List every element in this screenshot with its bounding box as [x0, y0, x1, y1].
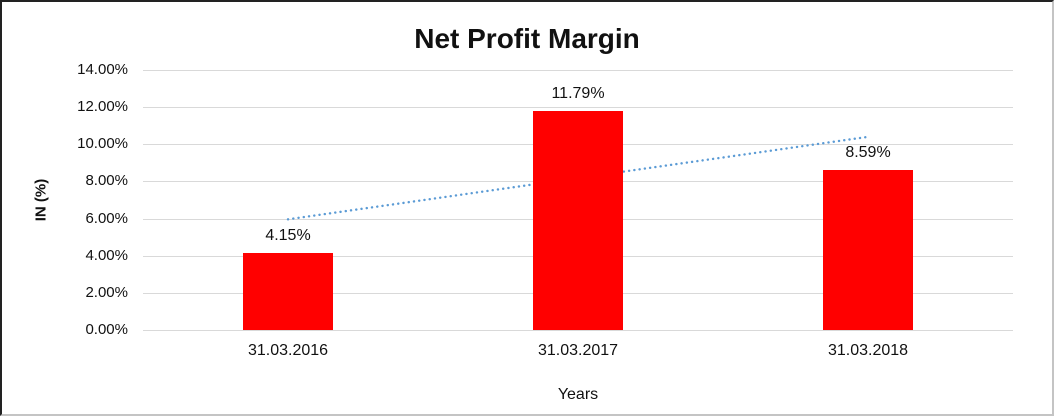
chart-title: Net Profit Margin [414, 23, 640, 54]
y-tick-label: 0.00% [85, 321, 128, 338]
bar-value-label: 4.15% [265, 226, 311, 244]
x-tick-label: 31.03.2017 [537, 342, 619, 359]
bar-value-label: 11.79% [551, 85, 605, 103]
y-tick-label: 4.00% [85, 246, 128, 264]
bar-value-label: 8.59% [845, 144, 891, 162]
plot-area: 4.15% 11.79% 8.59% [143, 70, 1013, 331]
y-tick-label: 2.00% [85, 283, 128, 301]
trendline [286, 135, 870, 221]
bar-31.03.2017 [533, 111, 623, 330]
y-tick-label: 12.00% [77, 98, 128, 116]
gridline [143, 107, 1013, 109]
y-tick-label: 6.00% [85, 209, 128, 227]
y-tick-label: 14.00% [77, 61, 128, 78]
y-tick-label: 10.00% [77, 135, 128, 153]
x-tick-label: 31.03.2016 [247, 342, 329, 359]
bar-31.03.2016 [243, 252, 333, 330]
x-axis-title: Years [557, 386, 599, 403]
y-tick-label: 8.00% [85, 172, 128, 190]
bar-31.03.2018 [823, 170, 913, 330]
trendline-dotted-line [286, 135, 870, 221]
x-tick-label: 31.03.2018 [827, 342, 909, 359]
gridline [143, 330, 1013, 331]
gridline [143, 70, 1013, 71]
